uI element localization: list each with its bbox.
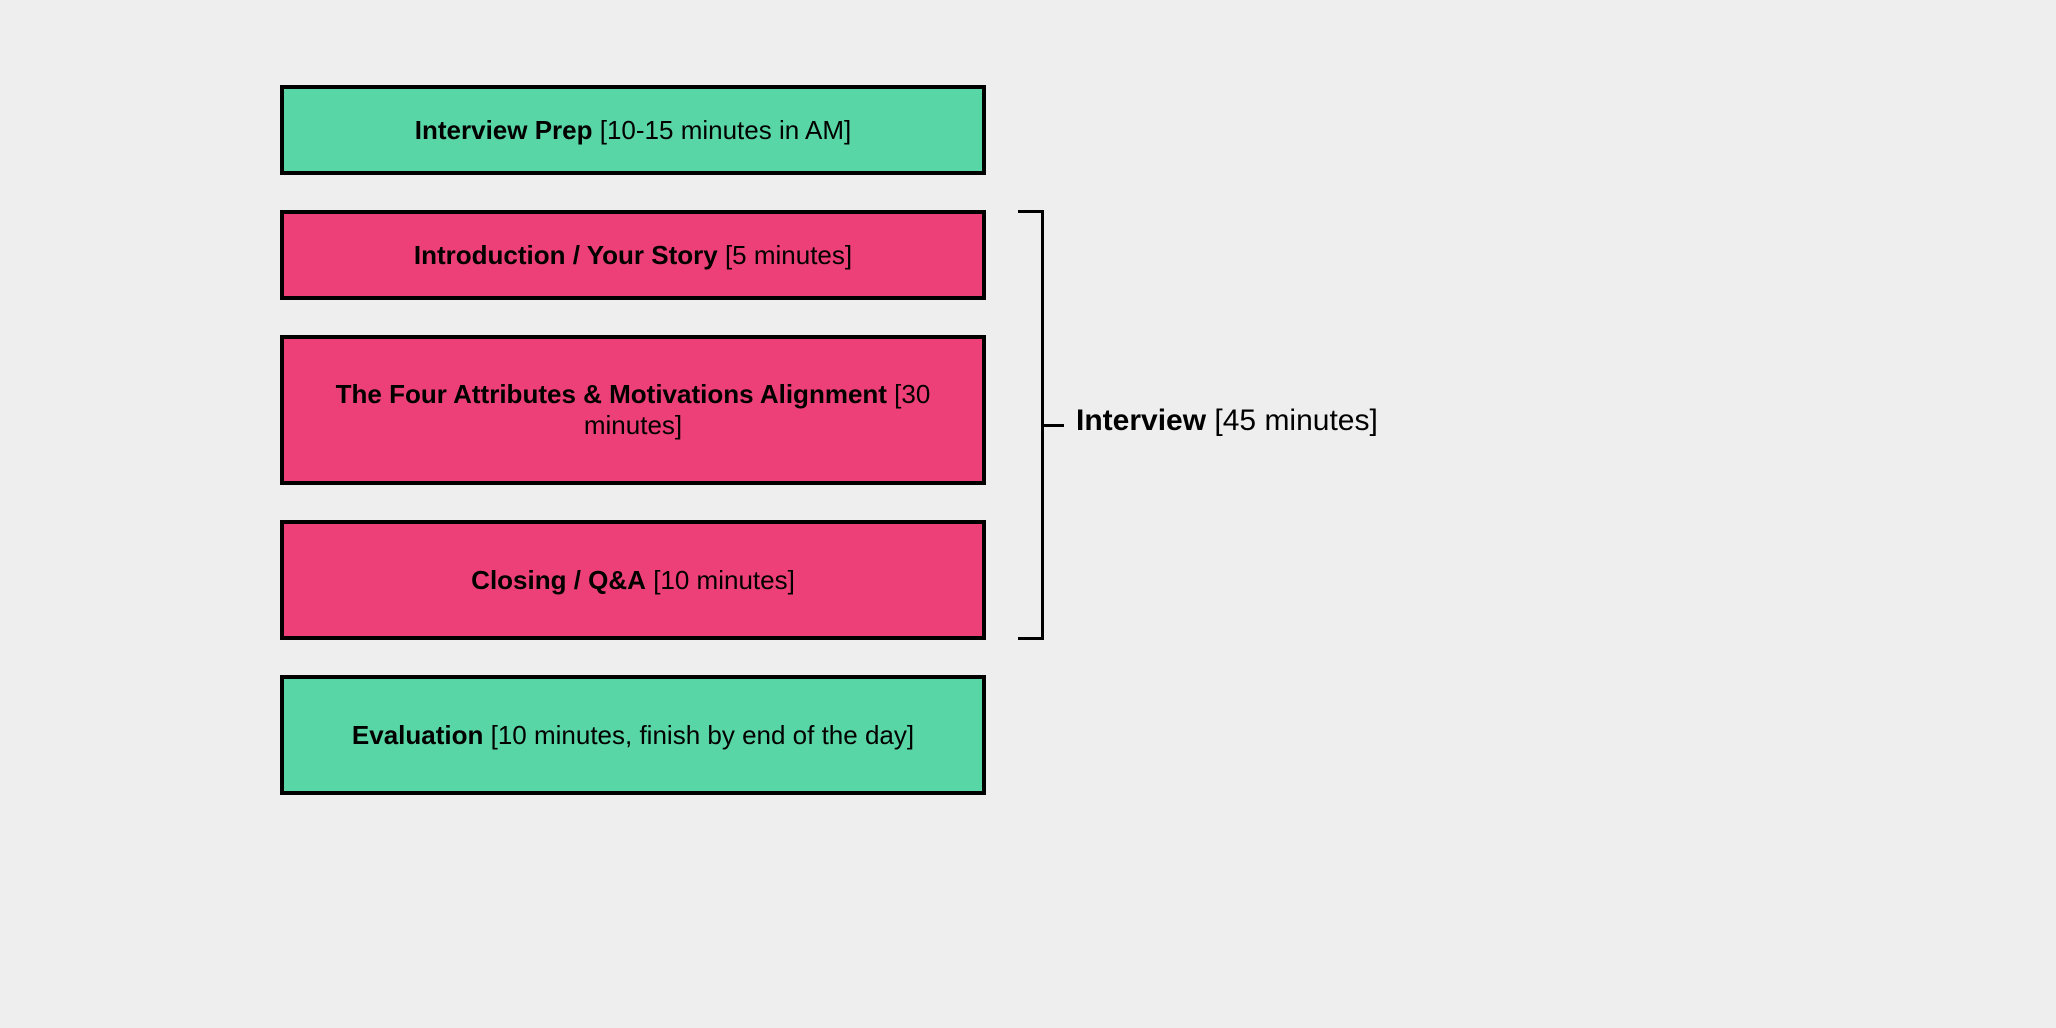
interview-bracket-connector	[1044, 424, 1064, 427]
stage-box-evaluation: Evaluation [10 minutes, finish by end of…	[280, 675, 986, 795]
stage-box-intro: Introduction / Your Story [5 minutes]	[280, 210, 986, 300]
stage-note: [10 minutes]	[653, 565, 795, 595]
interview-bracket-label: Interview [45 minutes]	[1076, 404, 1378, 438]
stage-title: Introduction / Your Story	[414, 240, 718, 270]
stage-note: [10-15 minutes in AM]	[600, 115, 851, 145]
stage-box-prep: Interview Prep [10-15 minutes in AM]	[280, 85, 986, 175]
stage-title: Evaluation	[352, 720, 483, 750]
stage-title: Interview Prep	[415, 115, 593, 145]
interview-bracket-title: Interview	[1076, 404, 1206, 438]
stage-box-attributes: The Four Attributes & Motivations Alignm…	[280, 335, 986, 485]
stage-note: [5 minutes]	[725, 240, 852, 270]
stage-note: [10 minutes, finish by end of the day]	[491, 720, 914, 750]
interview-bracket-note: [45 minutes]	[1214, 404, 1377, 438]
stage-title: Closing / Q&A	[471, 565, 646, 595]
stage-title: The Four Attributes & Motivations Alignm…	[336, 379, 887, 409]
stage-box-closing: Closing / Q&A [10 minutes]	[280, 520, 986, 640]
interview-bracket	[1018, 210, 1044, 640]
